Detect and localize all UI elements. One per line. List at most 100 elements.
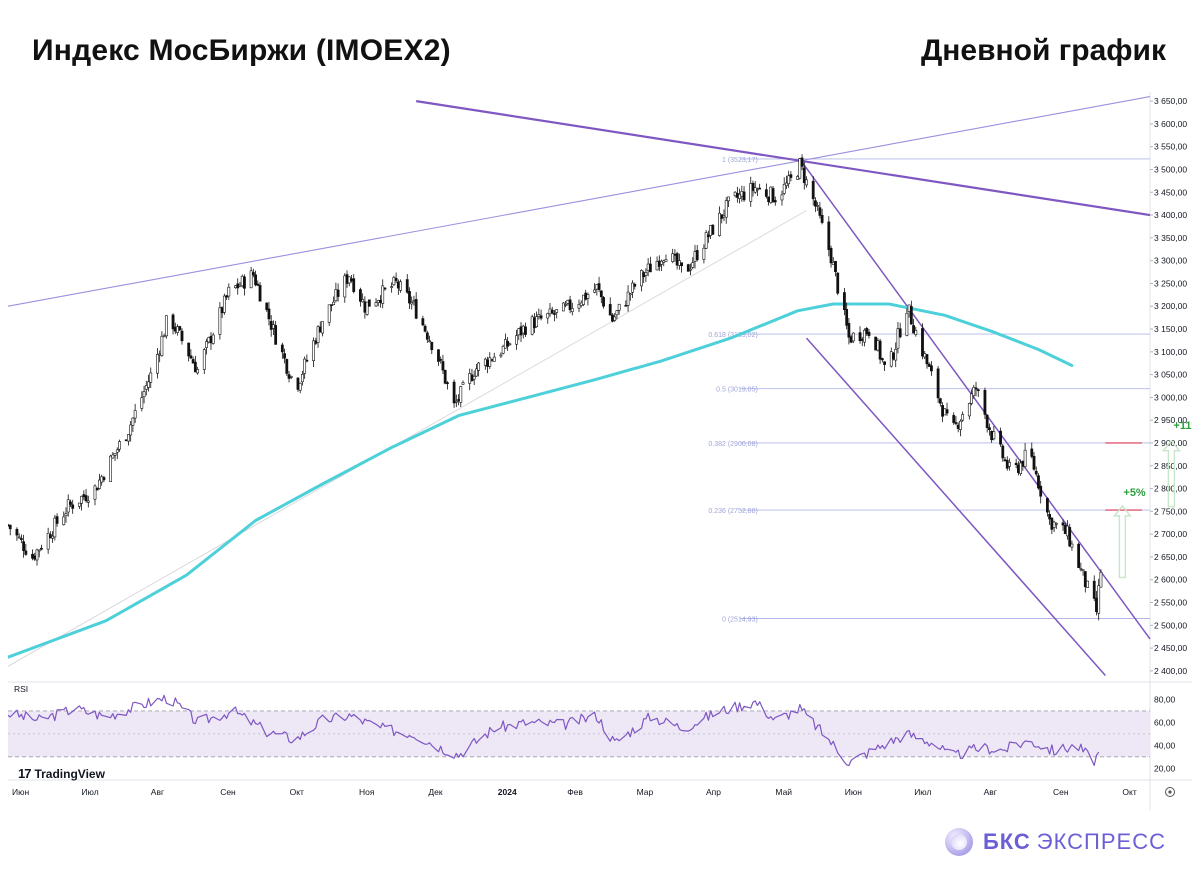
candle-body	[865, 328, 869, 335]
candle-body	[289, 376, 293, 378]
candle-body	[254, 274, 257, 286]
candle-body	[566, 300, 570, 304]
candle-body	[787, 175, 791, 185]
candle-body	[191, 359, 195, 364]
candle-body	[115, 449, 119, 453]
candle-body	[316, 326, 320, 343]
candle-body	[921, 328, 924, 357]
candle-body	[222, 295, 226, 313]
price-tick-label: 2 400,00	[1154, 666, 1187, 676]
candle-body	[187, 342, 191, 357]
candle-body	[327, 304, 331, 323]
candle-body	[782, 184, 786, 194]
candle-body	[847, 323, 851, 338]
candle-body	[225, 295, 228, 298]
candle-body	[546, 313, 550, 319]
candle-body	[1052, 521, 1056, 528]
candle-body	[907, 304, 911, 312]
candle-body	[1095, 597, 1098, 613]
candle-body	[704, 232, 708, 249]
price-chart-svg[interactable]: 3 650,00 3 600,00 3 550,00 3 500,00 3 450,00…	[6, 92, 1200, 810]
candle-body	[127, 434, 130, 442]
candle-body	[789, 174, 793, 178]
candle-body	[992, 431, 996, 440]
candle-body	[303, 358, 307, 374]
candle-body	[686, 264, 690, 272]
candle-body	[454, 400, 458, 403]
candle-body	[660, 260, 663, 265]
candle-body	[845, 309, 849, 326]
candle-body	[86, 500, 90, 503]
candle-body	[205, 341, 208, 348]
settings-gear-center-icon	[1168, 790, 1172, 794]
candle-body	[1086, 580, 1089, 588]
candle-body	[414, 299, 418, 319]
chart-container[interactable]: 3 650,00 3 600,00 3 550,00 3 500,00 3 450,00…	[6, 92, 1200, 810]
candle-body	[113, 453, 117, 456]
candle-body	[673, 254, 677, 256]
fib-level-label: 0.382 (2900,08)	[708, 441, 757, 448]
price-tick-label: 2 850,00	[1154, 461, 1187, 471]
candle-body	[677, 260, 681, 266]
candle-body	[314, 340, 318, 344]
settings-gear-icon[interactable]	[1165, 787, 1175, 797]
candle-body	[209, 336, 213, 344]
candle-body	[999, 430, 1002, 445]
candle-body	[1034, 470, 1038, 475]
arrow-up-5pct-icon	[1112, 504, 1132, 579]
candle-body	[742, 191, 746, 201]
price-tick-label: 2 500,00	[1154, 620, 1187, 630]
candle-body	[69, 501, 72, 505]
candle-body	[48, 534, 52, 539]
candle-body	[347, 276, 351, 284]
candle-body	[1048, 513, 1052, 520]
candle-body	[1063, 525, 1067, 535]
candle-body	[109, 455, 113, 482]
candle-body	[740, 191, 744, 197]
candle-body	[365, 301, 369, 315]
candle-body	[17, 536, 21, 539]
candle-body	[849, 336, 853, 343]
candle-body	[945, 409, 949, 414]
time-tick-label: Авг	[151, 787, 164, 797]
candle-body	[738, 193, 741, 199]
candle-body	[831, 262, 835, 265]
candle-body	[646, 263, 650, 271]
candle-body	[100, 476, 104, 483]
target-label: +11%	[1173, 420, 1192, 432]
tradingview-logo-icon: 17	[18, 766, 32, 781]
candle-body	[584, 292, 588, 300]
candle-body	[301, 373, 304, 383]
candle-body	[399, 281, 402, 291]
timeframe-label: Дневной график	[920, 34, 1166, 67]
candle-body	[8, 524, 12, 530]
candle-body	[530, 316, 534, 335]
candle-body	[412, 300, 416, 303]
time-tick-label: Июн	[12, 787, 29, 797]
candle-body	[990, 430, 994, 441]
candle-body	[1023, 449, 1027, 467]
price-tick-label: 3 050,00	[1154, 370, 1187, 380]
candle-body	[693, 251, 697, 262]
candle-body	[798, 158, 802, 179]
candle-body	[923, 353, 927, 358]
candle-body	[287, 374, 291, 379]
candle-body	[285, 359, 289, 374]
candle-body	[477, 362, 481, 371]
candle-body	[564, 304, 568, 306]
candle-body	[492, 356, 496, 362]
candle-body	[938, 398, 942, 404]
candle-body	[1003, 459, 1007, 461]
candle-body	[129, 424, 133, 436]
candle-body	[156, 354, 159, 374]
candle-body	[1014, 462, 1018, 466]
candle-body	[640, 270, 643, 287]
candle-body	[758, 187, 762, 190]
price-tick-label: 2 750,00	[1154, 506, 1187, 516]
candle-body	[711, 224, 715, 235]
time-tick-label: Авг	[984, 787, 997, 797]
candle-body	[474, 368, 478, 377]
candle-body	[954, 422, 958, 424]
candle-body	[472, 375, 476, 380]
tradingview-label: TradingView	[34, 766, 105, 781]
